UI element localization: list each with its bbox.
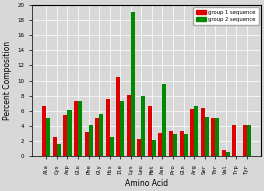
Bar	[68, 110, 72, 156]
Bar	[247, 125, 251, 156]
Bar	[137, 139, 141, 156]
Bar	[169, 130, 173, 156]
Bar	[89, 125, 93, 156]
Bar	[215, 118, 219, 156]
Y-axis label: Percent Composition: Percent Composition	[3, 41, 12, 120]
Bar	[110, 137, 114, 156]
X-axis label: Amino Acid: Amino Acid	[125, 179, 168, 188]
Bar	[78, 101, 82, 156]
Bar	[74, 101, 78, 156]
Bar	[205, 117, 209, 156]
Bar	[148, 105, 152, 156]
Bar	[120, 101, 124, 156]
Bar	[180, 131, 183, 156]
Bar	[183, 134, 187, 156]
Bar	[43, 106, 46, 156]
Bar	[63, 115, 68, 156]
Bar	[131, 12, 135, 156]
Bar	[173, 134, 177, 156]
Bar	[99, 114, 103, 156]
Bar	[243, 125, 247, 156]
Bar	[46, 118, 50, 156]
Bar	[158, 133, 162, 156]
Bar	[226, 152, 230, 156]
Bar	[57, 144, 61, 156]
Bar	[53, 137, 57, 156]
Bar	[211, 118, 215, 156]
Bar	[232, 125, 236, 156]
Bar	[116, 77, 120, 156]
Bar	[222, 150, 226, 156]
Bar	[162, 84, 166, 156]
Bar	[190, 108, 194, 156]
Bar	[106, 99, 110, 156]
Bar	[141, 96, 145, 156]
Bar	[152, 140, 156, 156]
Bar	[201, 108, 205, 156]
Bar	[194, 105, 198, 156]
Legend: group 1 sequence, group 2 sequence: group 1 sequence, group 2 sequence	[193, 7, 258, 25]
Bar	[84, 132, 89, 156]
Bar	[95, 118, 99, 156]
Bar	[127, 95, 131, 156]
